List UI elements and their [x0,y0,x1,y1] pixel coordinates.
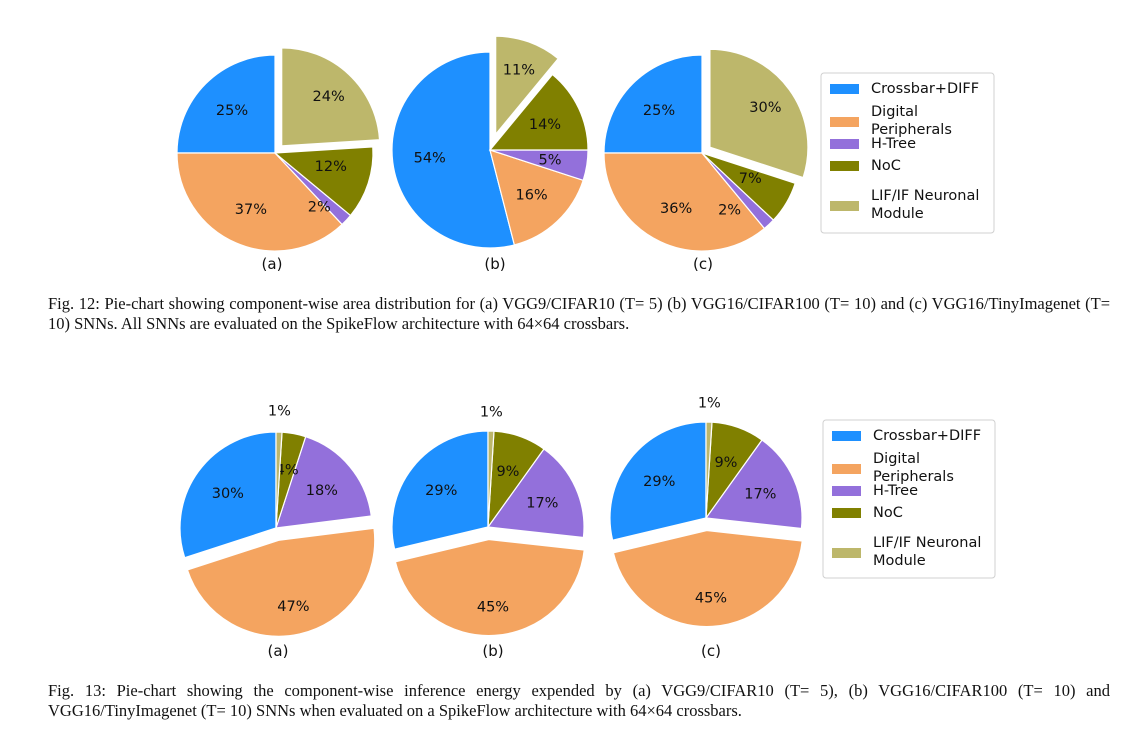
pie-slice-digital-peripherals [186,527,376,637]
pie-slice-digital-peripherals [603,152,766,252]
legend-swatch [830,161,859,171]
pie-slice-h-tree [704,439,803,530]
pie-slice-lif-if-neuronal-module [487,430,495,528]
pie-slice-digital-peripherals [612,529,803,628]
pie-chart-fig12-c: 25% 36% 2% 7% 30% (c) [603,48,809,273]
legend-entry-label: Crossbar+DIFF [873,428,981,444]
slice-percent-label: 2% [308,200,331,216]
slice-percent-label: 30% [749,100,781,116]
slice-percent-label: 25% [216,103,248,119]
legend-entry-label: LIF/IF Neuronal [873,535,981,551]
legend-entry-label: Module [873,553,926,569]
slice-percent-label: 11% [503,63,535,79]
slice-percent-label: 54% [414,151,446,167]
panel-label: (b) [484,255,505,273]
legend-box [820,72,995,234]
slice-percent-label: 9% [714,455,737,471]
slice-percent-label: 37% [235,202,267,218]
legend-entry-label: Module [871,206,924,222]
legend-swatch [832,486,861,496]
legend-entry-label: H-Tree [873,483,918,499]
figure-13-caption: Fig. 13: Pie-chart showing the component… [48,681,1110,720]
legend-entry-label: NoC [873,505,903,521]
pie-slice-h-tree [486,448,585,539]
legend-entry-label: Digital [871,104,918,120]
legend-swatch [832,548,861,558]
slice-percent-label: 25% [643,103,675,119]
slice-percent-label: 36% [660,201,692,217]
pie-slice-lif-if-neuronal-module [281,47,381,147]
pie-slice-crossbar-diff [609,421,707,541]
panel-label: (c) [693,255,713,273]
pie-slice-lif-if-neuronal-module [275,431,283,529]
pie-slice-crossbar-diff [179,431,277,559]
panel-label: (c) [701,642,721,660]
legend-entry-label: Crossbar+DIFF [871,81,979,97]
slice-percent-label: 2% [718,202,741,218]
slice-percent-label: 4% [276,463,299,479]
slice-percent-label: 9% [496,464,519,480]
legend-swatch [832,508,861,518]
pie-chart-fig13-c: 29% 45% 17% 9% 1% (c) [609,396,803,660]
pie-slice-noc [273,146,374,217]
slice-percent-label: 29% [425,483,457,499]
pie-slice-crossbar-diff [391,430,489,550]
slice-percent-label: 17% [526,496,558,512]
pie-slice-crossbar-diff [176,54,276,154]
slice-percent-label: 1% [698,396,721,412]
panel-label: (a) [262,255,283,273]
pie-slice-digital-peripherals [489,149,584,246]
slice-percent-label: 18% [306,483,338,499]
pie-slice-noc [488,73,589,151]
figure-12-caption: Fig. 12: Pie-chart showing component-wis… [48,294,1110,333]
legend-swatch [832,464,861,474]
slice-percent-label: 24% [313,89,345,105]
legend-entry-label: Peripherals [871,122,952,138]
slice-percent-label: 47% [277,599,309,615]
legend-swatch [830,117,859,127]
pie-slice-digital-peripherals [176,152,343,252]
slice-percent-label: 7% [739,171,762,187]
slice-percent-label: 45% [477,600,509,616]
pie-chart-fig12-b: 54% 16% 5% 14% 11% (b) [391,35,589,273]
legend-box [822,419,996,579]
slice-percent-label: 16% [515,187,547,203]
pie-chart-fig13-b: 29% 45% 17% 9% 1% (b) [391,405,585,660]
legend-entry-label: NoC [871,158,901,174]
pie-slice-lif-if-neuronal-module [709,48,809,179]
slice-percent-label: 12% [315,159,347,175]
pie-slice-h-tree [275,435,372,529]
legend-entry-label: Digital [873,451,920,467]
slice-percent-label: 45% [695,591,727,607]
slice-percent-label: 5% [539,153,562,169]
slice-percent-label: 17% [744,487,776,503]
pie-slice-noc [701,152,796,221]
panel-label: (b) [482,642,503,660]
panel-label: (a) [268,642,289,660]
pie-slice-lif-if-neuronal-module [495,35,560,136]
slice-percent-label: 29% [643,474,675,490]
pie-chart-fig12-a: 25% 37% 2% 12% 24% (a) [176,47,381,273]
slice-percent-label: 30% [212,486,244,502]
legend-swatch [830,201,859,211]
legend-swatch [832,431,861,441]
pie-slice-digital-peripherals [394,538,585,637]
pie-slice-crossbar-diff [391,51,516,249]
legend-swatch [830,84,859,94]
slice-percent-label: 14% [529,117,561,133]
legend-swatch [830,139,859,149]
pie-slice-crossbar-diff [603,54,703,154]
pie-slice-lif-if-neuronal-module [705,421,713,519]
slice-percent-label: 1% [480,405,503,421]
legend-entry-label: Peripherals [873,469,954,485]
slice-percent-label: 1% [268,404,291,420]
pie-chart-fig13-a: 30% 47% 18% 4% 1% (a) [179,404,376,660]
legend-entry-label: LIF/IF Neuronal [871,188,979,204]
legend-entry-label: H-Tree [871,136,916,152]
